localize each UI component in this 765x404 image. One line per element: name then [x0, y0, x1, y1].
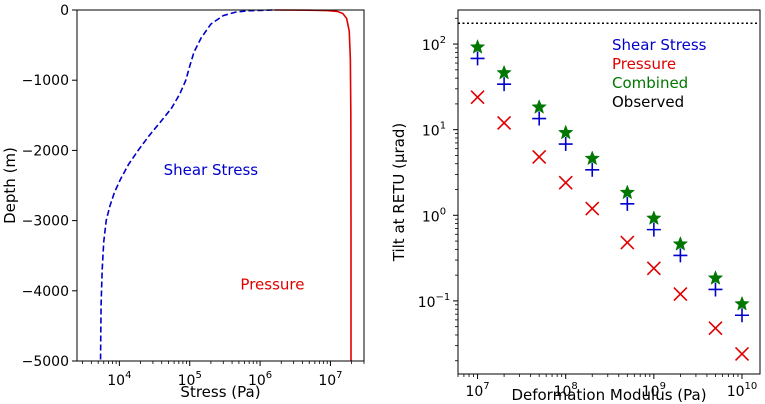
pressure-marker — [532, 149, 547, 165]
left-x-tick-label-base: 10 — [107, 373, 125, 389]
shear-stress-marker — [673, 248, 688, 263]
right-x-tick-label-base: 10 — [727, 384, 745, 400]
shear-stress-marker — [708, 282, 723, 297]
right-axes-frame — [457, 9, 761, 375]
right-y-axis-label: Tilt at RETU (μrad) — [390, 123, 408, 262]
right-x-tick-label: 109 — [642, 381, 666, 400]
left-x-tick-label: 106 — [248, 370, 272, 389]
pressure-marker — [646, 261, 661, 276]
pressure-marker — [673, 287, 688, 302]
left-x-tick-label: 107 — [318, 370, 342, 389]
right-y-tick-label: 101 — [422, 121, 446, 140]
legend-shear-stress: Shear Stress — [612, 36, 707, 54]
right-y-tick-label-exp: 1 — [440, 121, 446, 132]
right-x-axis-label: Deformation Modulus (Pa) — [511, 386, 706, 404]
left-y-tick-label: −1000 — [22, 73, 69, 89]
right-y-tick-label-exp: 2 — [440, 35, 446, 46]
shear-stress-marker — [620, 196, 635, 211]
left-y-tick-label: −4000 — [22, 284, 69, 300]
pressure-marker — [734, 346, 750, 362]
combined-marker — [584, 150, 601, 166]
right-x-tick-label: 108 — [554, 381, 578, 400]
pressure-annotation: Pressure — [240, 275, 304, 293]
left-y-tick-label: −2000 — [22, 143, 69, 159]
left-x-tick-label-exp: 5 — [195, 370, 201, 381]
right-y-tick-label-base: 10 — [422, 124, 440, 140]
right-x-tick-label-base: 10 — [642, 384, 660, 400]
left-y-tick-label: 0 — [60, 3, 69, 19]
right-x-tick-label-base: 10 — [554, 384, 572, 400]
combined-marker — [496, 64, 512, 80]
right-y-tick-label: 100 — [422, 206, 446, 225]
combined-marker — [646, 210, 662, 226]
right-y-tick-label-base: 10 — [422, 209, 440, 225]
left-chart-panel: 104 105 106 1070−1000−2000−3000−4000−5000Sh… — [1, 3, 365, 401]
pressure-marker — [497, 115, 512, 130]
left-y-tick-label: −5000 — [22, 354, 69, 370]
right-y-tick-label: 10−1 — [418, 292, 451, 311]
right-x-tick-label: 1010 — [727, 381, 758, 400]
right-y-tick-label-base: 10 — [418, 295, 436, 311]
legend-combined: Combined — [612, 74, 688, 92]
pressure-line — [274, 9, 352, 361]
pressure-marker — [708, 321, 723, 336]
shear-stress-marker — [735, 308, 750, 323]
left-x-tick-label-exp: 6 — [266, 370, 272, 381]
right-x-tick-label-exp: 7 — [483, 381, 489, 392]
shear-stress-marker — [532, 111, 547, 126]
left-x-tick-label-base: 10 — [248, 373, 266, 389]
combined-marker — [734, 295, 750, 311]
combined-marker — [557, 124, 574, 140]
left-x-axis-label: Stress (Pa) — [180, 383, 260, 401]
legend-pressure: Pressure — [612, 55, 676, 73]
left-x-tick-label: 105 — [178, 370, 202, 389]
right-y-tick-label-exp: −1 — [436, 292, 451, 303]
shear-stress-annotation: Shear Stress — [164, 161, 259, 179]
left-y-axis-label: Depth (m) — [1, 147, 19, 224]
shear-stress-marker — [558, 137, 573, 152]
right-x-tick-label-exp: 8 — [571, 381, 577, 392]
pressure-marker — [585, 201, 600, 216]
shear-stress-marker — [585, 162, 600, 177]
shear-stress-marker — [497, 77, 512, 92]
combined-marker — [707, 270, 724, 285]
left-x-tick-label-base: 10 — [178, 373, 196, 389]
pressure-marker — [558, 175, 573, 190]
left-x-tick-label-exp: 4 — [125, 370, 131, 381]
pressure-marker — [470, 90, 485, 105]
combined-marker — [619, 184, 636, 200]
shear-stress-marker — [470, 51, 485, 66]
left-x-tick-label-base: 10 — [318, 373, 336, 389]
left-y-tick-label: −3000 — [22, 214, 69, 230]
combined-marker — [672, 235, 689, 251]
right-y-tick-label-base: 10 — [422, 38, 440, 54]
right-x-tick-label: 107 — [465, 381, 489, 400]
combined-marker — [469, 38, 486, 54]
right-x-tick-label-base: 10 — [465, 384, 483, 400]
shear-stress-line — [99, 9, 273, 362]
legend-observed: Observed — [612, 93, 684, 111]
left-x-tick-label: 104 — [107, 370, 131, 389]
pressure-marker — [620, 235, 635, 250]
left-axes-frame — [76, 9, 365, 362]
left-x-tick-label-exp: 7 — [336, 370, 342, 381]
right-y-tick-label: 102 — [422, 35, 446, 54]
shear-stress-marker — [646, 222, 661, 237]
right-x-tick-label-exp: 10 — [745, 381, 758, 392]
right-x-tick-label-exp: 9 — [660, 381, 666, 392]
combined-marker — [531, 99, 547, 114]
right-y-tick-label-exp: 0 — [440, 206, 446, 217]
